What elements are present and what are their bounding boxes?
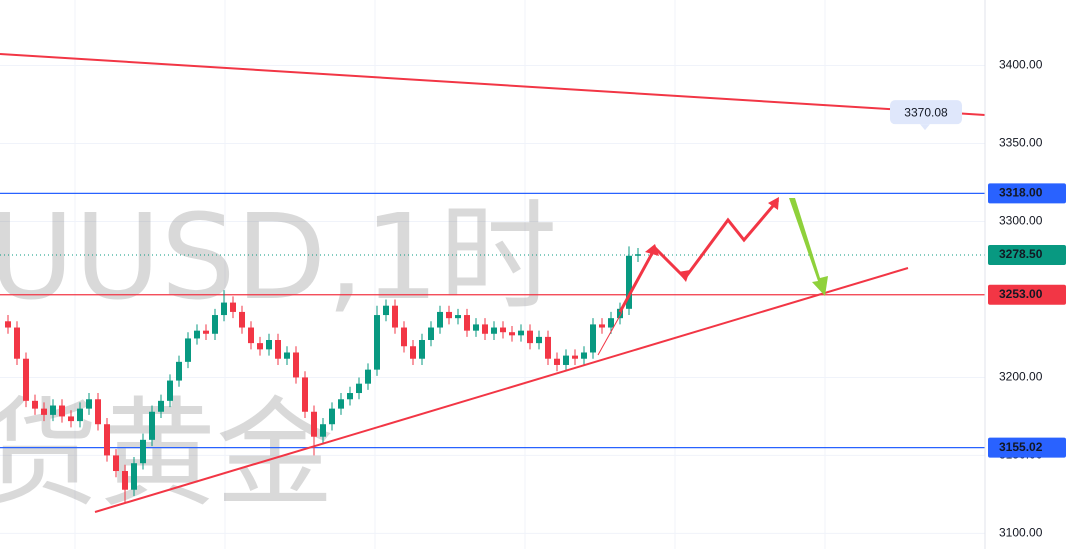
candle-body <box>536 336 542 344</box>
candle-body <box>248 327 254 344</box>
candle-body <box>266 340 272 350</box>
y-tick-label: 3350.00 <box>999 136 1043 150</box>
y-tick-label: 3300.00 <box>999 214 1043 228</box>
candle-body <box>95 399 101 425</box>
candle-body <box>203 330 209 334</box>
candle-body <box>257 343 263 350</box>
candle-body <box>383 305 389 316</box>
candle-body <box>68 416 74 422</box>
candle-body <box>590 324 596 353</box>
y-tick-label: 3100.00 <box>999 526 1043 540</box>
trend-line <box>94 267 909 513</box>
candle-body <box>392 305 398 328</box>
price-tag-label: 3278.50 <box>999 247 1043 261</box>
candle-body <box>212 315 218 334</box>
candle-body <box>86 399 92 409</box>
price-tag-label: 3253.00 <box>999 287 1043 301</box>
price-bubble <box>890 100 962 125</box>
candle-body <box>302 377 308 412</box>
arrow-head <box>768 197 779 210</box>
candle-body <box>140 439 146 464</box>
bubble-pointer <box>920 124 930 131</box>
arrow-head <box>678 270 690 282</box>
candle-body <box>617 308 623 319</box>
candle-body <box>221 302 227 316</box>
candle-body <box>491 327 497 334</box>
candle-body <box>509 332 515 336</box>
candle-body <box>5 321 11 328</box>
candle-body <box>473 324 479 331</box>
candle-body <box>113 455 119 472</box>
candle-body <box>329 408 335 425</box>
candle-body <box>275 340 281 359</box>
watermark: UUSD,1时 <box>0 188 557 326</box>
price-tag-label: 3318.00 <box>999 186 1043 200</box>
price-tag <box>988 183 1066 204</box>
candle-body <box>176 361 182 381</box>
candle-body <box>131 463 137 490</box>
candle-body <box>572 355 578 359</box>
candle-body <box>374 315 380 370</box>
candle-body <box>545 336 551 359</box>
price-tag <box>988 284 1066 305</box>
candle-body <box>527 330 533 344</box>
candle-body <box>356 383 362 394</box>
arrow-head <box>645 244 659 256</box>
candle-body <box>167 380 173 401</box>
candle-body <box>338 399 344 409</box>
price-tag <box>988 437 1066 458</box>
candle-body <box>311 411 317 437</box>
candle-body <box>554 358 560 365</box>
candle-body <box>482 324 488 334</box>
candle-body <box>185 338 191 362</box>
down-arrow <box>789 198 828 296</box>
candle-body <box>563 355 569 365</box>
candle-body <box>50 405 56 415</box>
candle-body <box>599 324 605 328</box>
vertical-grid <box>74 0 826 549</box>
candle-body <box>437 311 443 328</box>
trend-line <box>597 311 623 356</box>
price-tag-label: 3155.02 <box>999 440 1043 454</box>
candle-body <box>77 408 83 422</box>
candle-body <box>14 327 20 359</box>
candle-body <box>581 352 587 359</box>
candle-body <box>446 311 452 319</box>
candle-body <box>239 311 245 328</box>
candle-body <box>32 400 38 409</box>
candle-body <box>23 358 29 401</box>
candle-body <box>122 471 128 490</box>
price-tag <box>988 245 1066 266</box>
projection-arrow <box>618 199 780 313</box>
y-tick-label: 3200.00 <box>999 370 1043 384</box>
candle-body <box>194 330 200 339</box>
candle-body <box>284 352 290 359</box>
candle-body <box>635 254 641 256</box>
candle-body <box>518 330 524 336</box>
candle-body <box>347 393 353 400</box>
candle-body <box>428 327 434 341</box>
candle-body <box>419 340 425 359</box>
candle-body <box>149 411 155 440</box>
candle-body <box>464 315 470 331</box>
price-bubble-label: 3370.08 <box>904 105 948 119</box>
candle-body <box>455 315 461 319</box>
candle-body <box>104 424 110 456</box>
candle-body <box>158 400 164 412</box>
y-tick-label: 3400.00 <box>999 58 1043 72</box>
candle-body <box>230 302 236 312</box>
candle-body <box>500 327 506 333</box>
candle-body <box>320 424 326 437</box>
candle-body <box>626 255 632 309</box>
candle-body <box>59 405 65 417</box>
candle-body <box>410 346 416 359</box>
candle-body <box>365 369 371 384</box>
candle-body <box>401 327 407 347</box>
candle-body <box>41 408 47 415</box>
candle-body <box>608 318 614 328</box>
candle-body <box>293 352 299 378</box>
trend-line <box>0 53 986 116</box>
